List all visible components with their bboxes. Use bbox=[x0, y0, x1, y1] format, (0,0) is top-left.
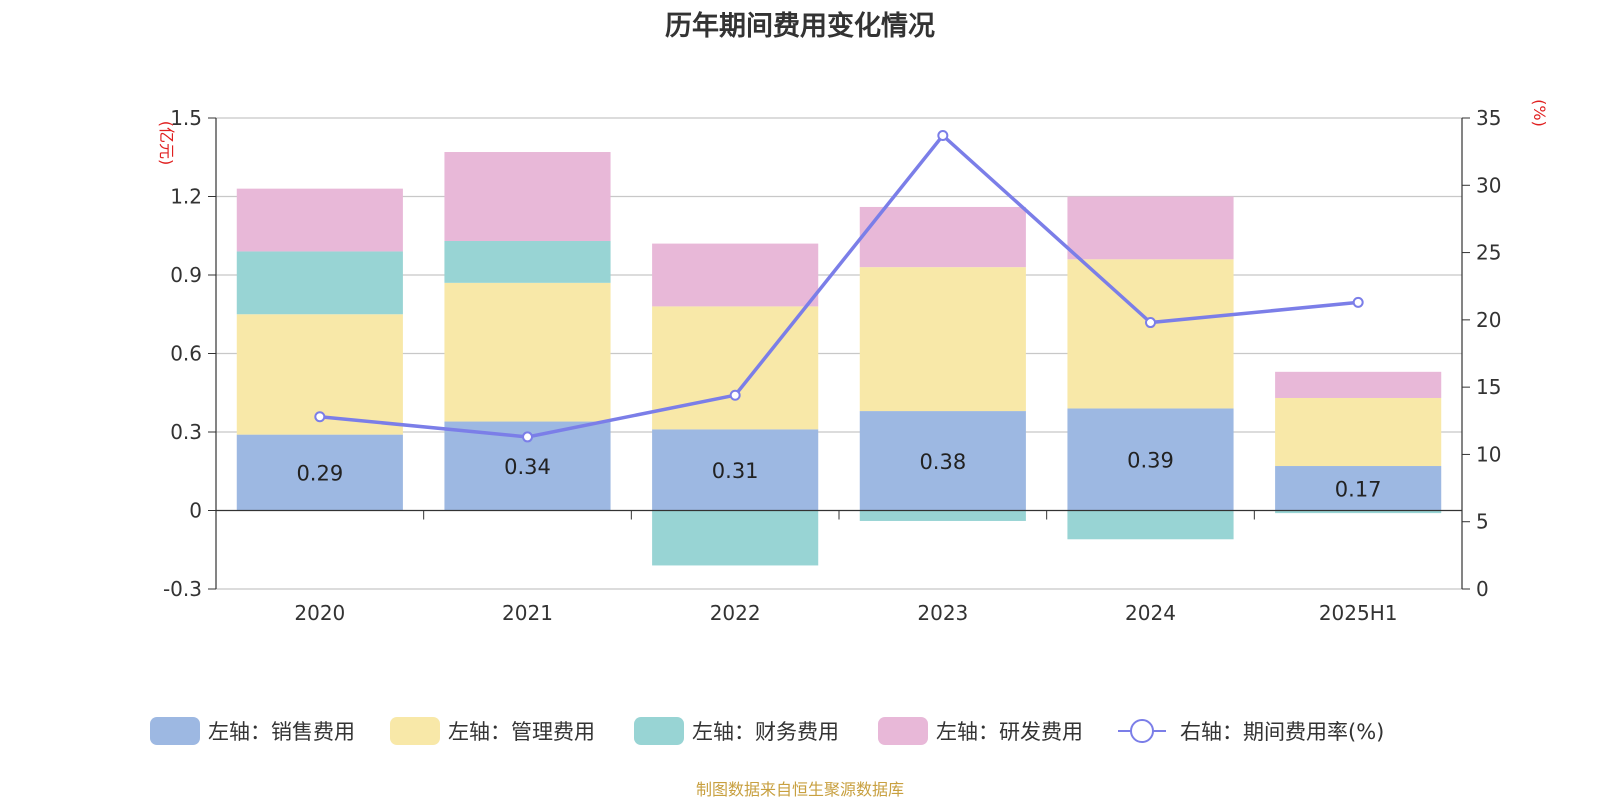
bar-0-2025H1 bbox=[1275, 466, 1442, 511]
data-labels: 0.29 0.34 0.31 0.38 0.39 0.17 bbox=[296, 448, 1381, 501]
right-tick-label: 25 bbox=[1476, 241, 1501, 265]
left-tick-label: 0.6 bbox=[170, 342, 202, 366]
right-tick-label: 10 bbox=[1476, 442, 1501, 466]
x-tick-label: 2020 bbox=[294, 601, 345, 625]
left-tick-label: 0 bbox=[189, 499, 202, 523]
legend-label: 左轴：管理费用 bbox=[448, 720, 595, 744]
right-unit-label: (%) bbox=[1530, 99, 1549, 127]
bar-2-2024 bbox=[1067, 510, 1234, 540]
left-tick-label: -0.3 bbox=[163, 577, 202, 601]
left-tick-label: 1.5 bbox=[170, 106, 202, 130]
bars bbox=[236, 152, 1442, 566]
bar-2-2022 bbox=[652, 510, 819, 566]
x-tick-label: 2022 bbox=[710, 601, 761, 625]
right-tick-label: 20 bbox=[1476, 308, 1501, 332]
right-tick-label: 0 bbox=[1476, 577, 1489, 601]
x-tick-label: 2023 bbox=[917, 601, 968, 625]
bar-2-2023 bbox=[859, 510, 1026, 521]
source-note: 制图数据来自恒生聚源数据库 bbox=[695, 780, 904, 799]
legend: 左轴：销售费用 左轴：管理费用 左轴：财务费用 左轴：研发费用 右轴：期间费用率(%) bbox=[150, 717, 1384, 745]
legend-label: 左轴：销售费用 bbox=[208, 720, 355, 744]
legend-marker bbox=[1130, 719, 1154, 743]
x-tick-label: 2024 bbox=[1125, 601, 1176, 625]
bar-3-2022 bbox=[652, 243, 819, 307]
data-label: 0.39 bbox=[1127, 448, 1174, 472]
right-tick-label: 30 bbox=[1476, 173, 1501, 197]
right-tick-label: 5 bbox=[1476, 510, 1489, 534]
legend-label: 左轴：财务费用 bbox=[692, 720, 839, 744]
chart-title: 历年期间费用变化情况 bbox=[665, 11, 935, 42]
bar-2-2025H1 bbox=[1275, 510, 1442, 514]
bar-3-2025H1 bbox=[1275, 371, 1442, 398]
rate-point-2021 bbox=[522, 431, 533, 443]
rate-polyline bbox=[319, 132, 1359, 439]
bar-0-2023 bbox=[859, 411, 1026, 511]
legend-swatch bbox=[150, 717, 200, 745]
data-label: 0.29 bbox=[296, 462, 343, 486]
left-tick-label: 0.3 bbox=[170, 420, 202, 444]
bar-3-2020 bbox=[236, 188, 403, 252]
rate-point-2024 bbox=[1145, 317, 1156, 329]
bar-3-2024 bbox=[1067, 196, 1234, 260]
rate-point-2025H1 bbox=[1352, 296, 1364, 308]
legend-label: 左轴：研发费用 bbox=[936, 720, 1083, 744]
grid-lines bbox=[216, 117, 1462, 590]
rate-point-2023 bbox=[937, 129, 949, 141]
x-tick-label: 2025H1 bbox=[1319, 601, 1398, 625]
bar-3-2023 bbox=[859, 206, 1026, 268]
data-label: 0.31 bbox=[712, 459, 759, 483]
right-tick-label: 15 bbox=[1476, 375, 1501, 399]
rate-point-2022 bbox=[729, 389, 741, 401]
legend-label: 右轴：期间费用率(%) bbox=[1180, 720, 1384, 744]
data-label: 0.34 bbox=[504, 455, 551, 479]
bar-3-2021 bbox=[444, 152, 611, 241]
bar-0-2024 bbox=[1067, 408, 1234, 511]
legend-swatch bbox=[390, 717, 440, 745]
bar-0-2022 bbox=[652, 429, 819, 511]
left-tick-label: 0.9 bbox=[170, 263, 202, 287]
left-tick-label: 1.2 bbox=[170, 185, 202, 209]
bar-2-2020 bbox=[236, 251, 403, 315]
bar-1-2023 bbox=[859, 267, 1026, 412]
bar-0-2020 bbox=[236, 434, 403, 511]
left-unit-label: (亿元) bbox=[157, 121, 176, 166]
data-label: 0.17 bbox=[1335, 477, 1382, 501]
right-tick-label: 35 bbox=[1476, 106, 1501, 130]
axes: -0.3 0 0.3 0.6 0.9 1.2 1.5 0 5 10 15 20 25 30 35 2020 20… bbox=[157, 99, 1549, 625]
bar-1-2021 bbox=[444, 282, 611, 422]
rate-point-2020 bbox=[314, 411, 326, 423]
bar-1-2024 bbox=[1067, 259, 1234, 409]
legend-swatch bbox=[878, 717, 928, 745]
rate-line bbox=[314, 129, 1364, 443]
data-label: 0.38 bbox=[919, 450, 966, 474]
legend-swatch bbox=[634, 717, 684, 745]
x-tick-label: 2021 bbox=[502, 601, 553, 625]
bar-2-2021 bbox=[444, 240, 611, 283]
bar-1-2025H1 bbox=[1275, 397, 1442, 467]
